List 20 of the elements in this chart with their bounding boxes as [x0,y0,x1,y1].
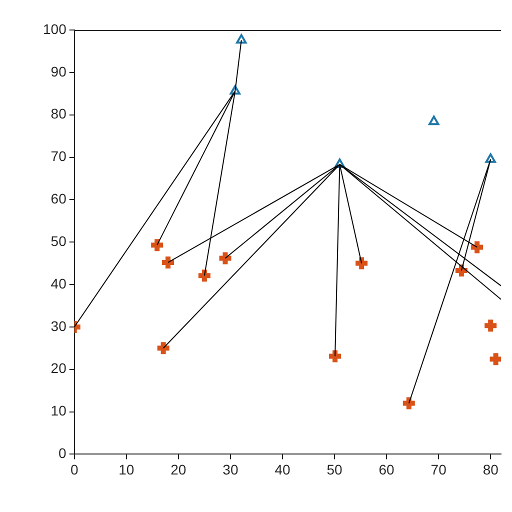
y-tick-label: 10 [50,402,67,419]
y-tick-label: 30 [50,318,67,334]
x-tick-label: 80 [482,461,499,478]
x-tick-label: 10 [118,461,134,478]
y-tick-label: 40 [50,275,67,292]
x-tick-label: 70 [430,461,447,478]
y-tick-label: 100 [43,20,67,37]
x-tick-label: 30 [222,461,238,478]
y-tick-label: 80 [50,106,67,122]
y-tick-label: 60 [50,190,67,207]
y-tick-label: 70 [50,148,67,164]
x-tick-label: 20 [170,461,186,478]
y-tick-label: 90 [50,63,67,80]
x-tick-label: 0 [70,461,78,478]
x-tick-label: 40 [274,461,290,478]
y-tick-label: 20 [50,360,67,376]
y-tick-label: 50 [50,232,67,249]
x-tick-label: 50 [326,461,343,478]
x-tick-label: 60 [378,461,395,478]
y-tick-label: 0 [58,445,67,462]
